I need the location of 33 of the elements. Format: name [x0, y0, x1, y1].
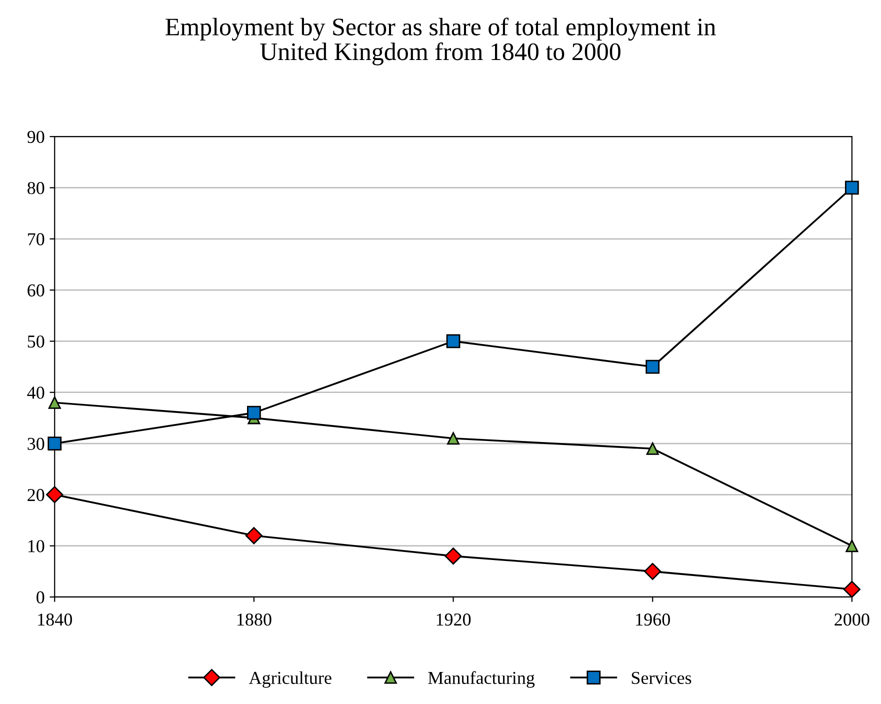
x-tick-label: 1880 [237, 613, 272, 626]
legend-label: Manufacturing [428, 671, 535, 688]
y-tick-label: 80 [28, 182, 44, 194]
y-tick-label: 20 [28, 488, 44, 502]
point [644, 562, 662, 580]
y-tick-label: 70 [28, 233, 44, 246]
point [46, 486, 64, 504]
legend-label: Agriculture [248, 671, 332, 688]
point [646, 360, 660, 374]
point [247, 406, 261, 420]
point [844, 180, 859, 195]
x-tick-label: 2000 [834, 613, 870, 626]
point [446, 334, 460, 348]
y-tick-label: 90 [27, 130, 44, 144]
y-tick-label: 0 [36, 591, 44, 604]
y-tick-label: 60 [28, 284, 44, 296]
y-tick-label: 50 [28, 335, 44, 348]
point [245, 527, 262, 544]
x-tick-label: 1920 [436, 613, 471, 626]
y-tick-label: 30 [28, 438, 44, 450]
point [444, 548, 462, 565]
point [846, 540, 858, 552]
point [843, 580, 860, 598]
point [646, 442, 659, 455]
point [48, 396, 61, 409]
legend-label: Services [632, 672, 692, 684]
point [48, 436, 62, 450]
point [447, 432, 460, 445]
x-tick-label: 1960 [636, 613, 670, 626]
x-tick-label: 1840 [38, 613, 72, 626]
y-tick-label: 40 [27, 386, 44, 399]
chart-title: Employment by Sector as share of total employment in United Kingdom from 1840 to 2000 [166, 18, 716, 66]
y-tick-label: 10 [28, 540, 44, 552]
